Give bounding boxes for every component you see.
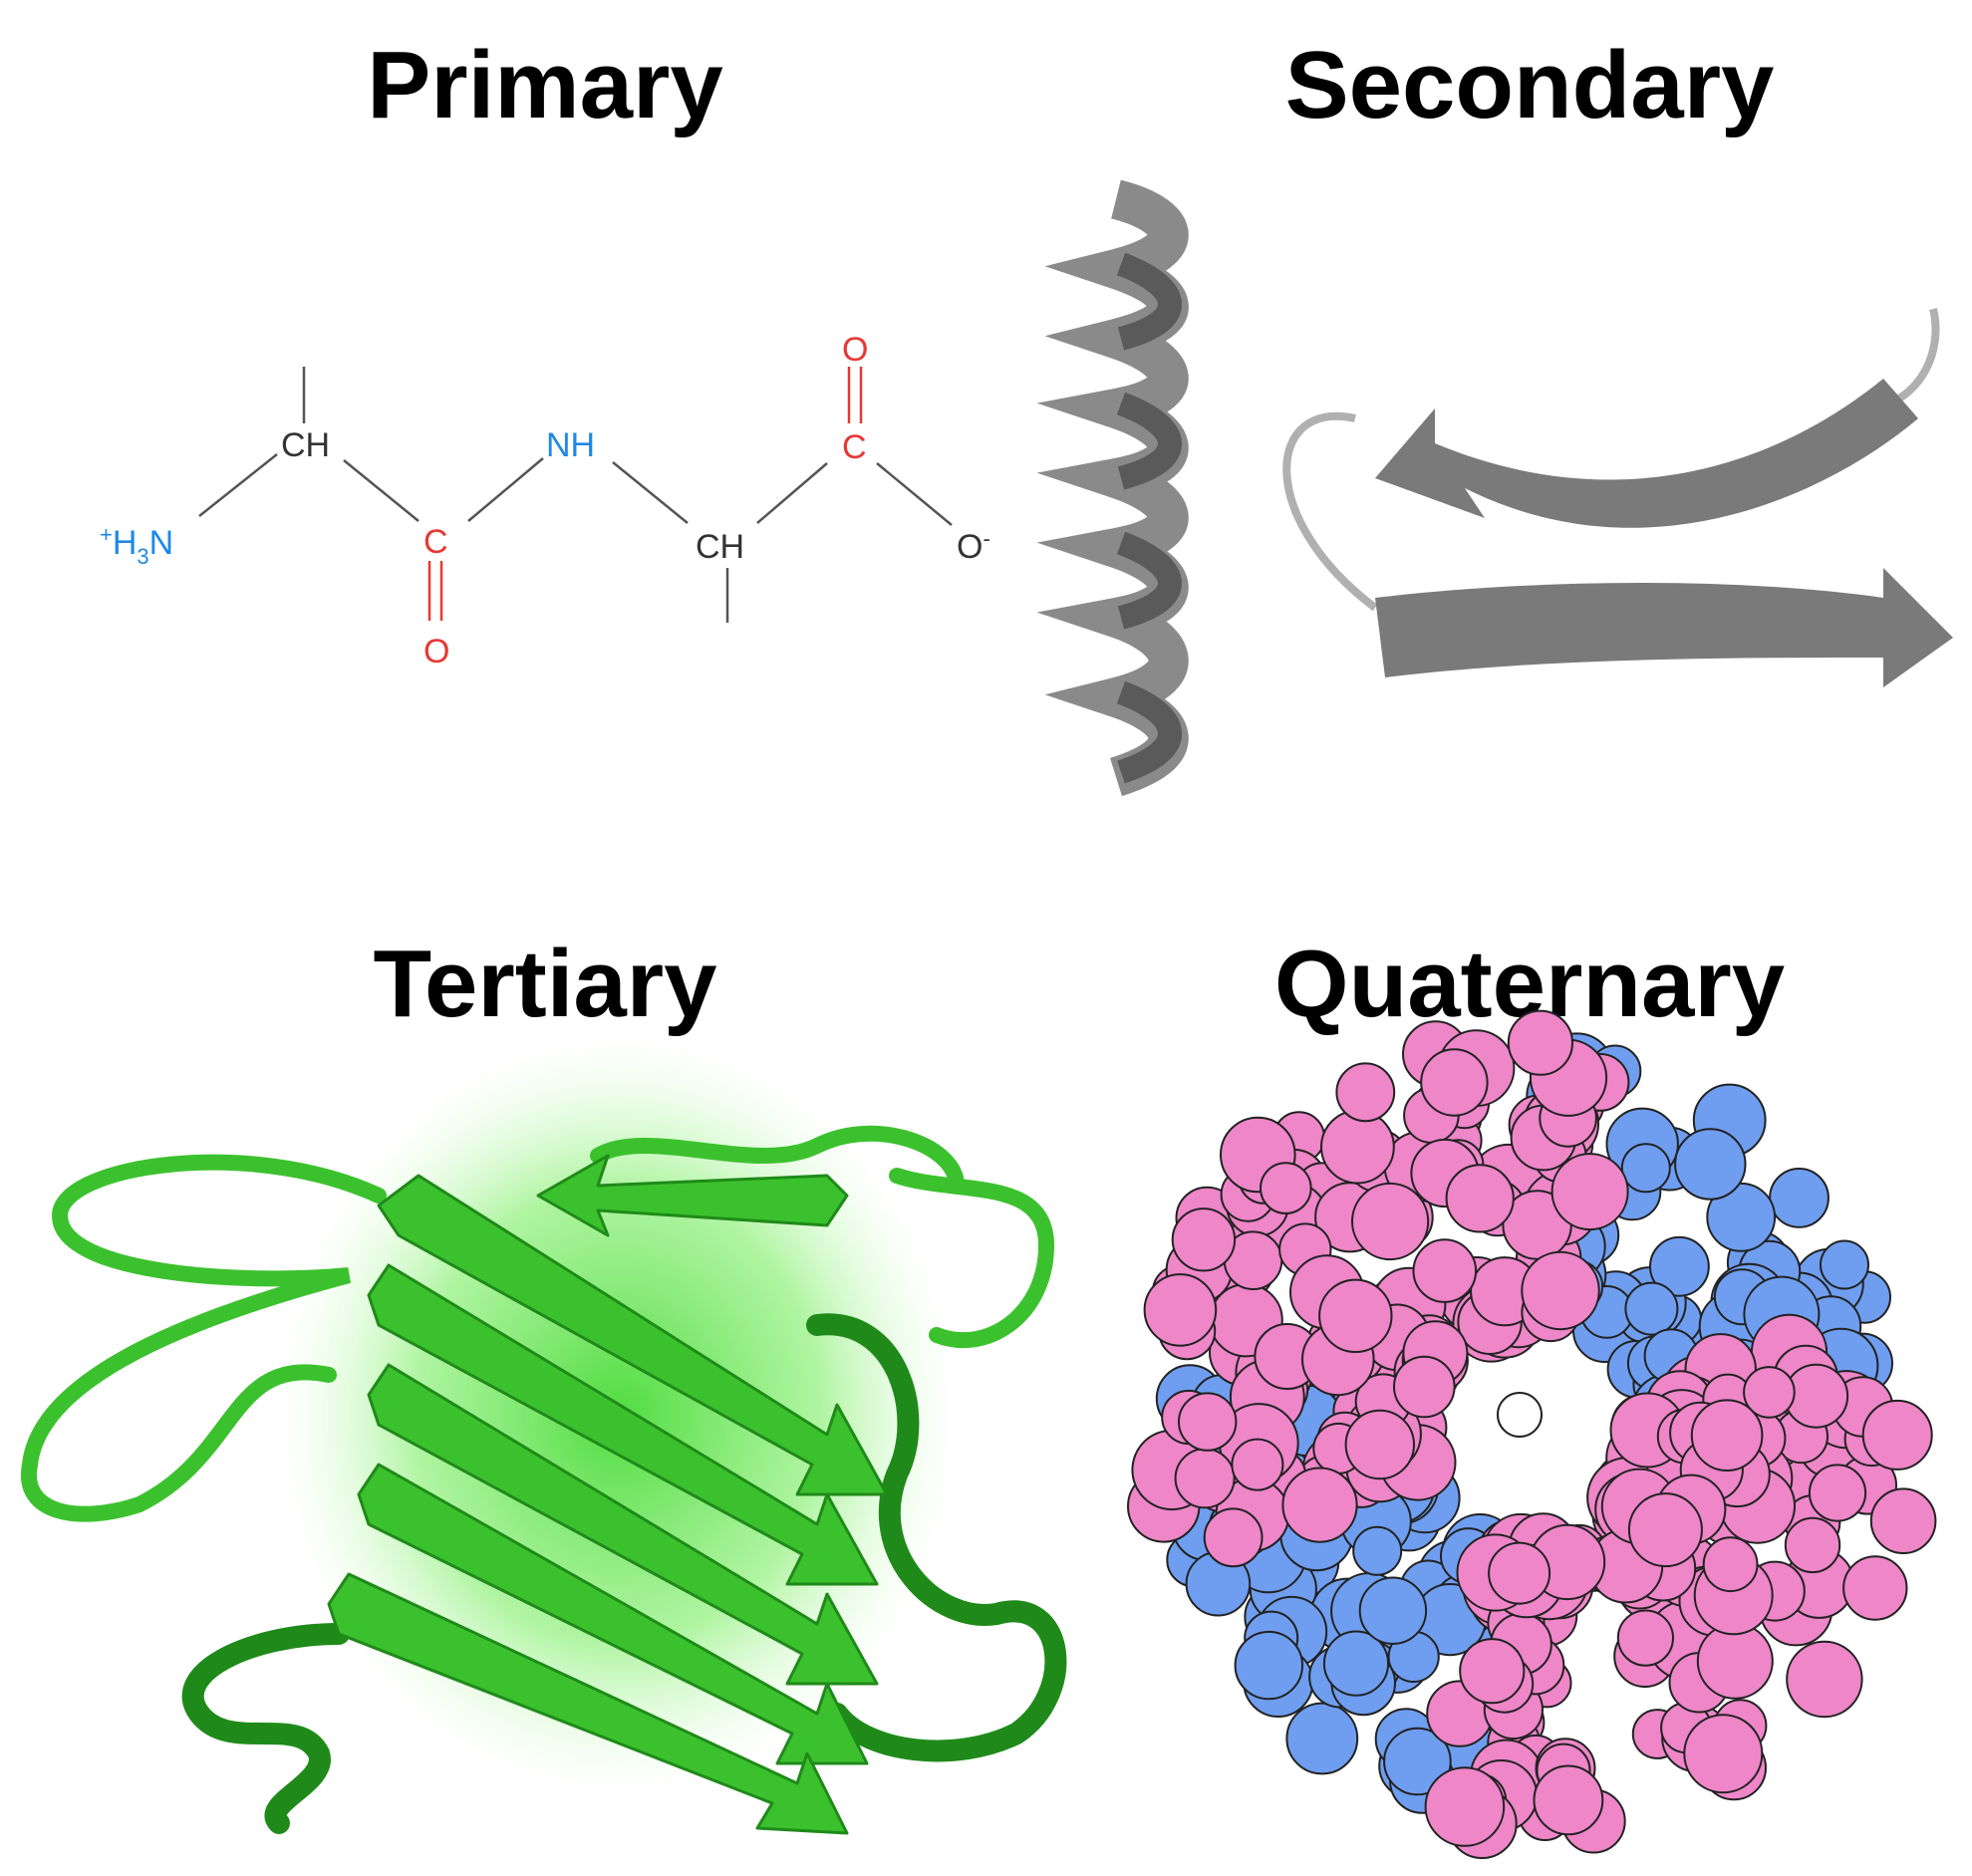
atom-sphere <box>1459 1638 1526 1705</box>
atom-sphere <box>1424 1766 1506 1847</box>
atom-sphere <box>1358 1576 1428 1645</box>
atom-sphere <box>1344 1409 1416 1480</box>
atom-sphere <box>1786 1640 1863 1719</box>
carboxylate-oxygen-label: O- <box>957 526 990 566</box>
carboxyl-carbon-label: C <box>842 428 867 466</box>
atom-sphere <box>1281 1467 1358 1543</box>
atom-sphere <box>1674 1128 1747 1201</box>
atom-sphere <box>1784 1516 1841 1574</box>
atom-sphere <box>1649 1235 1710 1297</box>
atom-sphere <box>1550 1153 1629 1231</box>
carbonyl-oxygen-1-label: O <box>423 633 449 670</box>
peptide-bonds <box>198 367 953 623</box>
atom-sphere <box>1627 1492 1703 1568</box>
primary-title: Primary <box>367 32 723 138</box>
amine-group-label: +H3N <box>100 522 173 569</box>
atom-sphere <box>1260 1162 1312 1214</box>
carbonyl-carbon-1-label: C <box>423 523 448 561</box>
atom-sphere <box>1620 1143 1671 1194</box>
atom-sphere <box>1143 1273 1218 1347</box>
double-bonds <box>427 367 863 621</box>
atom-sphere <box>1521 1250 1600 1331</box>
atom-sphere <box>1624 1281 1679 1336</box>
atom-sphere <box>1234 1630 1304 1701</box>
carboxyl-oxygen-label: O <box>842 331 868 369</box>
atom-sphere <box>1533 1764 1604 1836</box>
amide-nh-label: NH <box>546 426 595 464</box>
alpha-helix <box>1036 179 1189 797</box>
atom-sphere <box>1702 1536 1759 1593</box>
atom-sphere <box>1178 1392 1238 1452</box>
atom-sphere <box>1335 1062 1396 1123</box>
atom-sphere <box>1393 1355 1456 1419</box>
atom-sphere <box>1351 1182 1430 1261</box>
atom-sphere <box>1820 1239 1869 1290</box>
atom-sphere <box>1861 1399 1933 1471</box>
atom-sphere <box>1203 1507 1264 1568</box>
atom-sphere <box>1320 1109 1395 1185</box>
beta-strands <box>327 1154 889 1835</box>
atom-sphere <box>1808 1464 1867 1522</box>
atom-sphere <box>1743 1366 1796 1419</box>
atom-sphere <box>1445 1164 1515 1233</box>
atom-sphere <box>1683 1714 1764 1794</box>
atom-sphere <box>1318 1278 1393 1354</box>
beta-barrel-loops <box>20 1125 1067 1834</box>
central-channel <box>1497 1392 1543 1438</box>
alpha-carbon-1-label: CH <box>281 426 330 464</box>
atom-sphere <box>1383 1727 1452 1796</box>
protein-subunits <box>1127 1009 1937 1859</box>
atom-sphere <box>1842 1555 1908 1621</box>
atom-sphere <box>1285 1702 1359 1775</box>
alpha-carbon-2-label: CH <box>696 528 744 566</box>
atom-sphere <box>1769 1168 1830 1228</box>
atom-sphere <box>1869 1487 1937 1554</box>
atom-sphere <box>1174 1448 1236 1509</box>
atom-sphere <box>1322 1630 1390 1697</box>
atom-sphere <box>1352 1525 1403 1576</box>
atom-sphere <box>1488 1541 1551 1605</box>
secondary-title: Secondary <box>1284 32 1775 138</box>
atom-sphere <box>1231 1438 1284 1491</box>
atom-sphere <box>1690 1399 1764 1472</box>
atom-sphere <box>1420 1048 1489 1117</box>
atom-sphere <box>1507 1009 1574 1076</box>
atom-sphere <box>1412 1238 1478 1303</box>
atom-sphere <box>1706 1182 1777 1252</box>
atom-sphere <box>1171 1207 1237 1272</box>
tertiary-title: Tertiary <box>373 931 717 1037</box>
beta-sheet <box>1282 308 1953 687</box>
atom-sphere <box>1616 1609 1675 1667</box>
